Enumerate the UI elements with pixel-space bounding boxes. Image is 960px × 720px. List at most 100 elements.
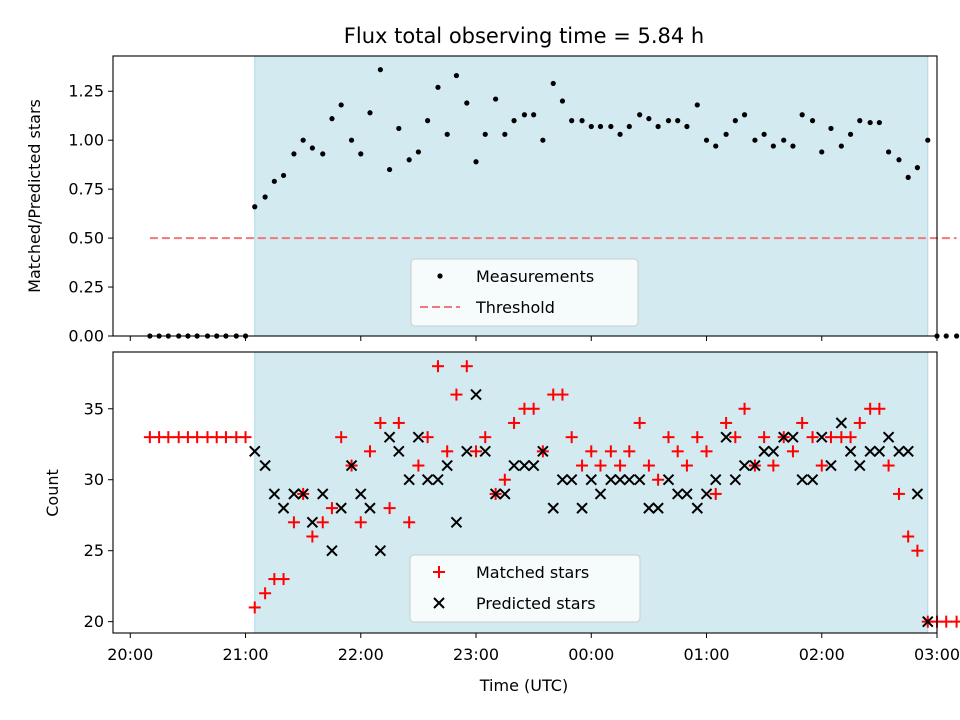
measurement-point [867,119,873,126]
counts-y-axis-label: Count [43,469,62,517]
matched-star-point [374,416,387,429]
ratio-ytick-label: 0.00 [68,327,104,346]
measurement-point [406,157,412,163]
matched-star-point [470,445,483,458]
predicted-star-point [738,459,751,472]
predicted-star-point [605,474,617,486]
matched-star-point [652,473,665,486]
matched-star-point [709,487,722,500]
matched-star-point [412,459,425,472]
xtick-label: 22:00 [338,645,384,664]
measurement-point [338,102,344,108]
matched-star-point [354,516,367,529]
measurement-point [300,137,306,143]
predicted-star-point [835,417,848,429]
predicted-star-point [461,445,473,458]
measurement-point [435,84,441,90]
predicted-star-point [681,488,693,500]
predicted-star-point [749,459,761,472]
predicted-star-point [421,474,434,486]
measurement-point [914,165,921,171]
ratio-y-axis-label: Matched/Predicted stars [25,99,44,293]
measurement-point [781,137,787,143]
ratio-ytick-label: 0.50 [68,229,104,248]
predicted-star-point [403,474,415,486]
matched-star-point [815,459,828,472]
ratio-legend: Measurements Threshold [410,258,639,327]
predicted-star-point [412,431,425,443]
counts-legend-box [409,554,641,623]
measurement-point [464,100,470,106]
predicted-star-point [470,388,482,401]
measurement-point [790,143,796,149]
measurement-point [482,131,488,137]
predicted-star-point [355,488,367,500]
measurement-point [569,118,575,124]
matched-star-point [431,360,444,373]
measurement-point [348,137,355,143]
predicted-star-point [479,445,491,458]
matched-star-point [680,459,693,472]
measurement-point [665,118,672,124]
predicted-star-point [710,474,722,486]
counts-ytick-label: 25 [84,541,104,560]
ratio-ytick-label: 1.00 [68,131,104,150]
predicted-star-point [652,502,664,514]
matched-star-point [363,445,376,458]
counts-y-ticks: 20 25 30 35 [84,399,113,631]
predicted-star-point [317,488,329,500]
measurement-point [732,118,738,124]
x-axis-label: Time (UTC) [479,676,568,695]
measurement-point [694,102,700,108]
predicted-star-point [729,474,742,486]
predicted-star-point [306,516,319,529]
predicted-star-point [787,431,799,443]
measurement-point [262,194,268,200]
predicted-star-point [671,488,684,500]
predicted-star-point [249,445,261,458]
predicted-star-point [345,459,358,472]
xtick-label: 20:00 [107,645,153,664]
measurement-point [309,145,315,151]
matched-star-point [691,431,704,444]
measurement-point [876,119,882,126]
matched-star-point [700,445,713,458]
measurement-point [905,174,911,180]
counts-x-ticks: 20:00 21:00 22:00 23:00 00:00 01:00 02:00 03:00 [107,633,960,664]
predicted-star-point [902,445,914,458]
measurement-point [943,333,949,339]
chart-title: Flux total observing time = 5.84 h [344,24,704,48]
ratio-panel: 0.00 0.25 0.50 0.75 1.00 1.25 Matched/Predict… [25,55,960,346]
matched-star-point [853,416,866,429]
measurement-point [425,118,431,124]
matched-star-point [671,445,684,458]
matched-star-point [306,530,319,543]
counts-legend: Matched stars Predicted stars [409,554,641,623]
measurement-point [828,125,834,132]
measurement-point [597,123,604,130]
matched-star-point [479,431,492,444]
predicted-star-point [499,488,511,500]
measurement-point [655,123,661,130]
measurement-point [838,143,844,149]
predicted-star-point [767,445,780,458]
matched-star-point [902,530,915,543]
measurement-point [723,131,729,137]
matched-star-point [824,431,837,444]
xtick-label: 03:00 [914,645,960,664]
predicted-star-point [700,488,713,500]
xtick-label: 02:00 [799,645,845,664]
measurement-point [588,123,594,130]
predicted-star-point [623,474,636,486]
predicted-star-point [893,445,905,458]
legend-predicted-stars: Predicted stars [476,594,596,613]
matched-star-point [585,445,598,458]
measurement-point [703,137,710,143]
measurement-point [857,118,863,124]
predicted-star-point [565,474,578,486]
predicted-star-point [643,502,655,514]
predicted-star-point [796,474,808,486]
predicted-star-point [806,474,819,486]
matched-star-point [259,587,272,600]
predicted-star-point [364,502,376,514]
